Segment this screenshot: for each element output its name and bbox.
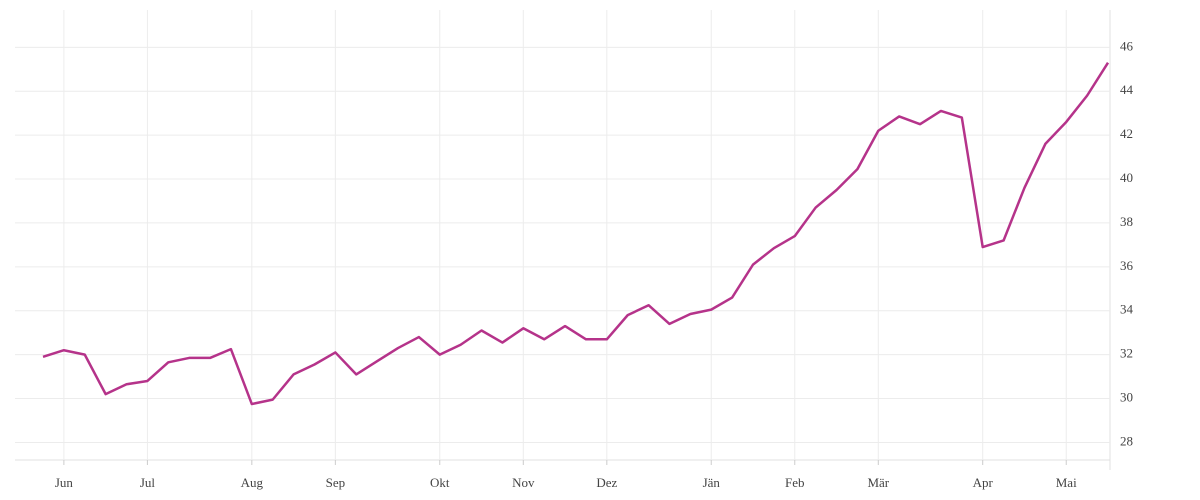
y-tick-label: 34: [1120, 302, 1134, 317]
x-tick-label: Nov: [512, 475, 535, 490]
y-tick-label: 30: [1120, 390, 1133, 405]
y-tick-label: 42: [1120, 126, 1133, 141]
data-line: [42, 62, 1110, 406]
x-tick-label: Sep: [326, 475, 346, 490]
y-tick-label: 32: [1120, 346, 1133, 361]
x-tick-label: Apr: [973, 475, 994, 490]
x-tick-label: Mär: [867, 475, 889, 490]
x-tick-label: Mai: [1056, 475, 1077, 490]
x-tick-label: Dez: [596, 475, 617, 490]
x-tick-label: Aug: [241, 475, 264, 490]
x-tick-label: Feb: [785, 475, 805, 490]
y-tick-label: 36: [1120, 258, 1134, 273]
y-tick-label: 28: [1120, 433, 1133, 448]
x-tick-label: Okt: [430, 475, 450, 490]
x-tick-label: Jän: [703, 475, 721, 490]
x-tick-label: Jul: [140, 475, 156, 490]
y-tick-label: 38: [1120, 214, 1133, 229]
y-tick-label: 44: [1120, 82, 1134, 97]
y-tick-label: 40: [1120, 170, 1133, 185]
x-tick-label: Jun: [55, 475, 74, 490]
y-tick-label: 46: [1120, 38, 1134, 53]
